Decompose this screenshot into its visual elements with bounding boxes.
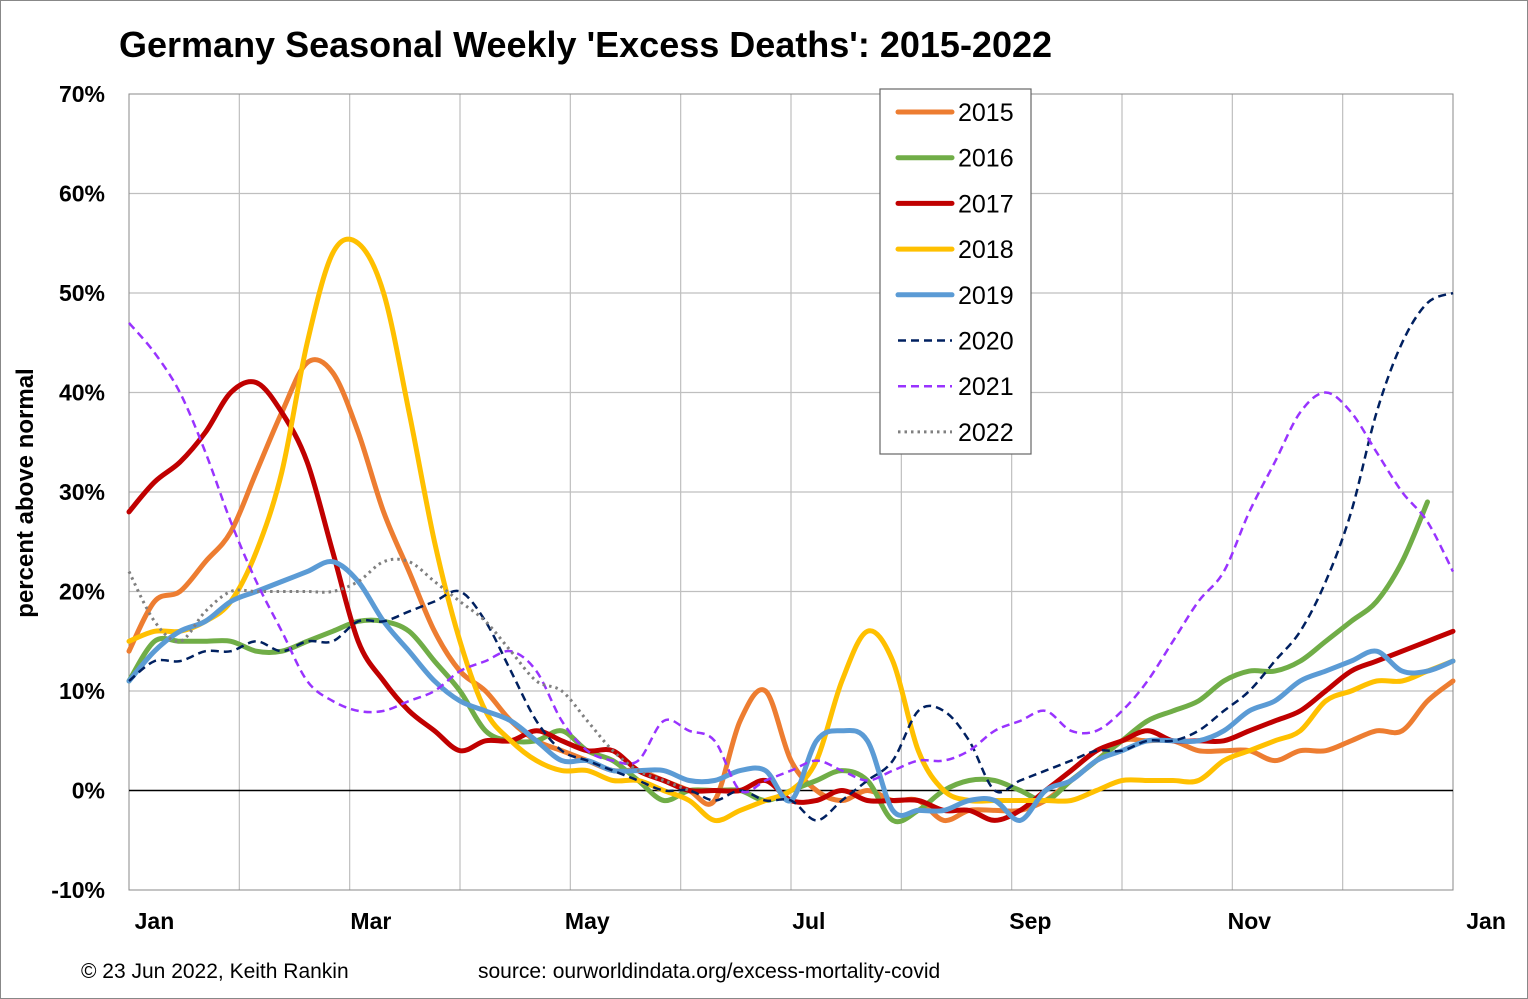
series-lines	[126, 236, 1456, 825]
x-tick-label: Nov	[1228, 908, 1272, 934]
x-tick-label: Mar	[350, 908, 391, 934]
y-axis-tick-labels: -10% 0% 10% 20% 30% 40% 50% 60% 70%	[51, 81, 105, 903]
legend-items: 2015 2016 2017 2018 2019 2020 2021 2022	[895, 99, 1014, 447]
y-tick-label: 10%	[59, 678, 105, 704]
y-tick-label: 60%	[59, 181, 105, 207]
y-tick-label: 40%	[59, 380, 105, 406]
footer-source: source: ourworldindata.org/excess-mortal…	[478, 960, 940, 983]
legend-label-2021: 2021	[958, 373, 1014, 401]
series-line-2015	[126, 357, 1456, 823]
x-tick-label: May	[565, 908, 610, 934]
legend-label-2022: 2022	[958, 419, 1014, 447]
y-tick-label: 50%	[59, 280, 105, 306]
y-tick-label: -10%	[51, 877, 105, 903]
x-tick-label: Jan	[1466, 908, 1506, 934]
x-tick-label: Jan	[135, 908, 175, 934]
legend-label-2017: 2017	[958, 190, 1014, 218]
series-line-2021	[128, 322, 1455, 794]
footer-copyright: © 23 Jun 2022, Keith Rankin	[81, 960, 349, 983]
x-tick-label: Jul	[792, 908, 825, 934]
legend-label-2019: 2019	[958, 282, 1014, 310]
y-tick-label: 70%	[59, 81, 105, 107]
chart-title: Germany Seasonal Weekly 'Excess Deaths':…	[119, 24, 1052, 65]
series-line-2018	[126, 236, 1456, 824]
y-tick-label: 0%	[72, 778, 105, 804]
legend-label-2018: 2018	[958, 236, 1014, 264]
legend-label-2015: 2015	[958, 99, 1014, 127]
y-tick-label: 30%	[59, 479, 105, 505]
horizontal-gridlines	[129, 192, 1453, 692]
legend-box	[879, 88, 1032, 455]
legend-label-2020: 2020	[958, 328, 1014, 356]
legend-label-2016: 2016	[958, 145, 1014, 173]
y-axis-label: percent above normal	[12, 368, 39, 617]
x-tick-label: Sep	[1009, 908, 1051, 934]
series-line-2020	[128, 291, 1454, 822]
legend: 2015 2016 2017 2018 2019 2020 2021 2022	[879, 88, 1032, 455]
x-axis-tick-labels: Jan Mar May Jul Sep Nov Jan	[135, 908, 1506, 934]
y-tick-label: 20%	[59, 579, 105, 605]
plot-area-border	[128, 93, 1454, 891]
